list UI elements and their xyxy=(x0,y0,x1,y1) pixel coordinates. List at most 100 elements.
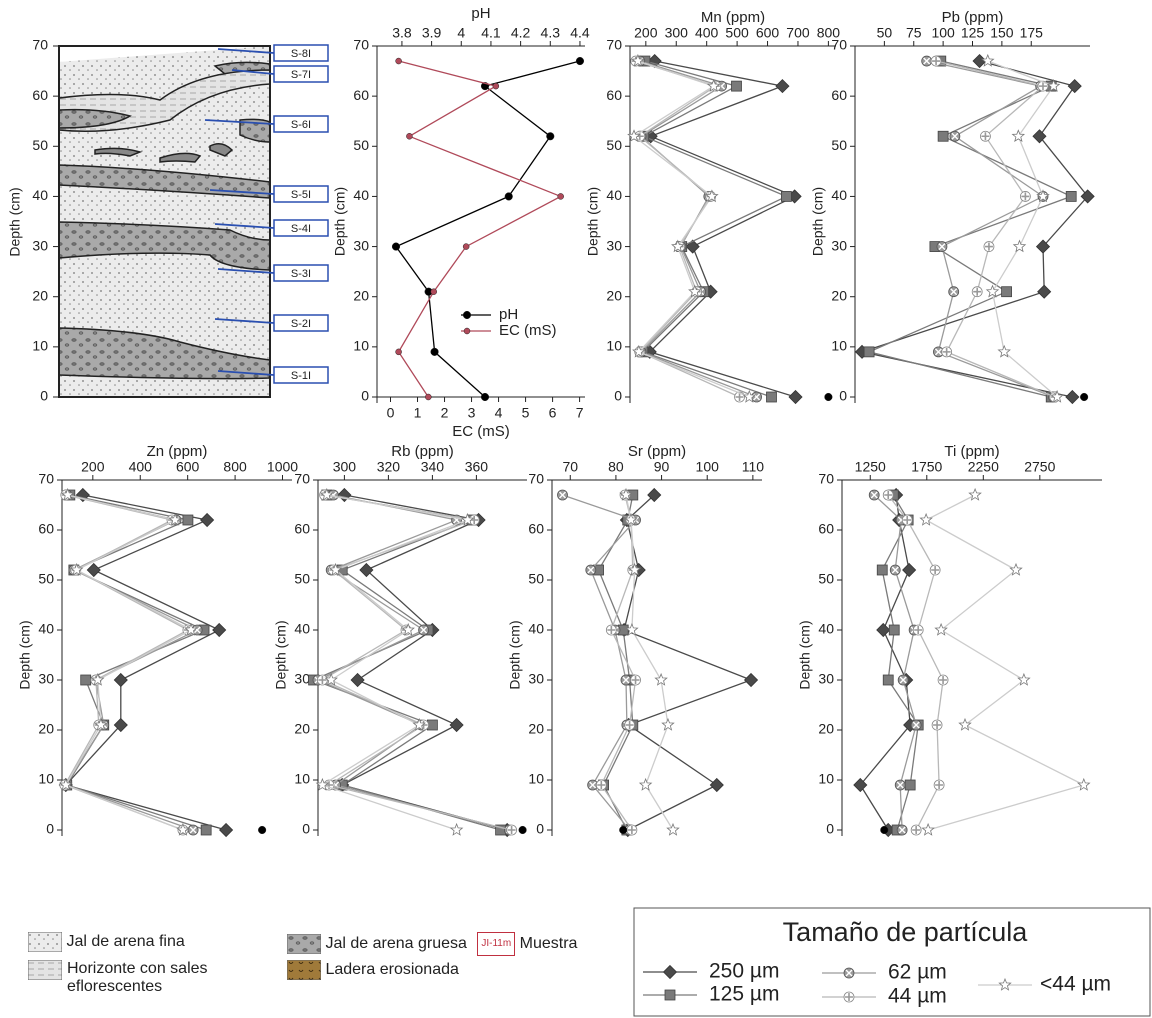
leader-line xyxy=(214,223,275,229)
marker xyxy=(557,489,568,501)
marker xyxy=(546,132,555,141)
marker xyxy=(624,512,638,526)
x-tick-label: 3.9 xyxy=(422,25,442,41)
marker xyxy=(320,487,334,501)
diamond xyxy=(853,777,868,793)
diamond xyxy=(113,717,128,733)
sample-label: S-3I xyxy=(291,268,311,280)
x-tick-label: 4 xyxy=(495,405,503,421)
marker xyxy=(889,564,901,576)
marker xyxy=(933,779,945,791)
star xyxy=(1012,239,1027,253)
y-tick-label: 50 xyxy=(831,137,847,153)
marker xyxy=(1037,284,1052,299)
star xyxy=(968,487,982,501)
star xyxy=(632,344,646,358)
leader-line xyxy=(231,69,275,75)
star xyxy=(184,622,198,636)
marker xyxy=(595,779,607,791)
diamond xyxy=(788,389,803,405)
x-tick-label: 500 xyxy=(725,25,749,41)
x-tick-label: 2750 xyxy=(1024,459,1055,475)
marker xyxy=(168,512,182,526)
sample-box xyxy=(273,219,329,237)
series-line xyxy=(926,60,1054,398)
marker xyxy=(929,564,941,576)
x-tick-label: 70 xyxy=(562,459,578,475)
sky xyxy=(59,46,270,62)
marker xyxy=(460,512,475,526)
y-tick-label: 20 xyxy=(38,721,54,737)
y-tick-label: 40 xyxy=(528,621,544,637)
cross xyxy=(938,243,946,251)
marker xyxy=(176,822,190,836)
series-line xyxy=(63,494,190,831)
lithology-legend: Jal de arena fina xyxy=(27,931,185,953)
sample-label: S-1I xyxy=(291,370,311,382)
marker xyxy=(1077,777,1091,791)
marker xyxy=(605,624,617,636)
star xyxy=(412,717,426,731)
y-tick-label: 30 xyxy=(294,671,310,687)
star xyxy=(631,53,645,67)
marker xyxy=(60,487,75,501)
leader-line xyxy=(214,318,275,324)
plus xyxy=(884,491,893,499)
leader-line xyxy=(209,189,275,195)
marker xyxy=(775,79,790,94)
marker xyxy=(212,622,227,638)
marker xyxy=(882,489,894,501)
star xyxy=(638,777,653,791)
legend-label: 125 µm xyxy=(709,983,779,1006)
marker xyxy=(468,514,480,526)
diamond xyxy=(350,672,365,688)
sample-box xyxy=(273,366,329,384)
dot xyxy=(546,132,555,141)
x-tick-label: 400 xyxy=(695,25,719,41)
dot xyxy=(575,56,585,66)
cross xyxy=(622,676,630,684)
x-tick-label: 200 xyxy=(634,25,658,41)
marker xyxy=(1012,239,1027,253)
marker xyxy=(1009,562,1023,576)
marker xyxy=(937,130,949,142)
diamond xyxy=(86,562,101,578)
lithology-legend: Jal de arena gruesa JI-11m Muestra xyxy=(286,932,577,956)
x-tick-label: 800 xyxy=(817,25,841,41)
diamond xyxy=(113,672,128,688)
square xyxy=(200,824,212,836)
marker xyxy=(359,562,374,578)
marker xyxy=(449,717,464,733)
y-tick-label: 50 xyxy=(38,571,54,587)
y-tick-label: 0 xyxy=(839,388,847,404)
plus xyxy=(607,626,616,634)
square xyxy=(80,674,92,686)
x-tick-label: 125 xyxy=(961,25,985,41)
coarse-layer xyxy=(58,108,132,129)
series-line xyxy=(873,494,917,831)
marker xyxy=(80,674,92,686)
x2-axis-label: pH xyxy=(471,5,490,22)
marker xyxy=(688,284,702,298)
marker xyxy=(985,284,1000,298)
series-line xyxy=(397,60,563,398)
dot xyxy=(395,348,402,356)
legend-label: 250 µm xyxy=(709,960,779,983)
diamond xyxy=(212,622,227,638)
y-tick-label: 40 xyxy=(294,621,310,637)
dot xyxy=(462,243,470,250)
marker xyxy=(219,822,234,838)
leader-line xyxy=(217,268,275,274)
y-tick-label: 70 xyxy=(38,471,54,487)
marker xyxy=(949,130,961,142)
x-tick-label: 90 xyxy=(654,459,670,475)
chart-title: Rb (ppm) xyxy=(391,443,454,460)
lenses xyxy=(94,143,234,163)
plus xyxy=(931,566,940,574)
star xyxy=(997,344,1011,358)
diamond xyxy=(647,487,662,503)
star xyxy=(94,717,108,731)
star xyxy=(919,512,933,526)
